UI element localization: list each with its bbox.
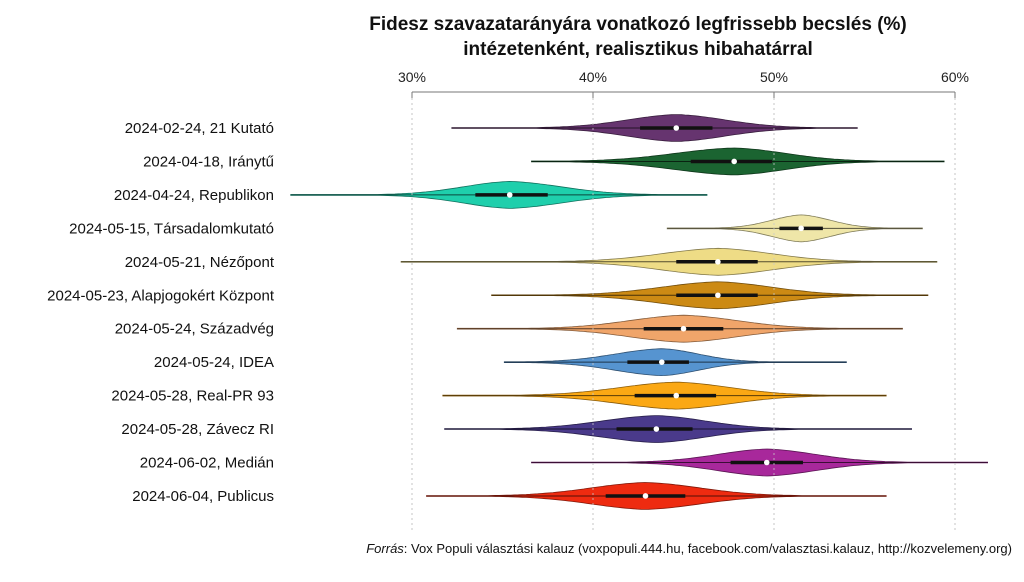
x-tick-label: 60% <box>941 69 969 85</box>
category-labels: 2024-02-24, 21 Kutató 2024-04-18, Iránytű… <box>47 120 275 505</box>
violin-group <box>451 114 858 142</box>
violin-group <box>531 448 988 477</box>
violin-group <box>503 348 847 377</box>
violin-group <box>444 415 912 443</box>
violin-group <box>491 281 929 310</box>
violins <box>290 114 988 510</box>
violin-group <box>666 214 923 243</box>
violin-group <box>426 482 887 510</box>
category-label: 2024-05-24, IDEA <box>154 354 274 371</box>
category-label: 2024-05-28, Real-PR 93 <box>111 388 274 405</box>
category-label: 2024-04-18, Iránytű <box>143 153 274 170</box>
violin-group <box>531 147 945 176</box>
violin-median-dot <box>658 359 665 365</box>
category-label: 2024-05-21, Nézőpont <box>125 254 275 271</box>
violin-median-dot <box>715 259 721 265</box>
grid-lines-overlay <box>411 98 956 530</box>
category-label: 2024-04-24, Republikon <box>114 187 274 204</box>
violin-median-dot <box>653 426 660 432</box>
category-label: 2024-06-04, Publicus <box>132 488 274 505</box>
violin-median-dot <box>673 125 680 131</box>
violin-median-dot <box>798 225 804 232</box>
category-label: 2024-05-24, Századvég <box>115 321 274 338</box>
source-text: : Vox Populi választási kalauz (voxpopul… <box>403 541 1012 556</box>
category-label: 2024-02-24, 21 Kutató <box>125 120 274 137</box>
violin-group <box>442 381 887 410</box>
violin-group <box>456 314 903 343</box>
violin-median-dot <box>763 459 770 466</box>
chart-title: Fidesz szavazatarányára vonatkozó legfri… <box>369 14 907 35</box>
category-label: 2024-05-28, Závecz RI <box>121 421 274 438</box>
violin-group <box>400 247 938 276</box>
violin-median-dot <box>680 325 687 332</box>
source-note: Forrás: Vox Populi választási kalauz (vo… <box>366 541 1012 556</box>
violin-median-dot <box>673 392 680 399</box>
violin-median-dot <box>506 192 513 198</box>
category-label: 2024-05-23, Alapjogokért Központ <box>47 287 275 304</box>
violin-median-dot <box>715 292 721 299</box>
violin-group <box>290 180 708 209</box>
x-tick-label: 50% <box>760 69 788 85</box>
category-label: 2024-06-02, Medián <box>140 455 274 472</box>
chart-subtitle: intézetenként, realisztikus hibahatárral <box>463 39 813 60</box>
source-label: Forrás <box>366 541 404 556</box>
violin-median-dot <box>642 493 649 499</box>
x-tick-label: 40% <box>579 69 607 85</box>
x-tick-label: 30% <box>398 69 426 85</box>
violin-median-dot <box>731 158 737 165</box>
category-label: 2024-05-15, Társadalomkutató <box>69 220 274 237</box>
x-axis: 30% 40% 50% 60% <box>398 69 969 98</box>
